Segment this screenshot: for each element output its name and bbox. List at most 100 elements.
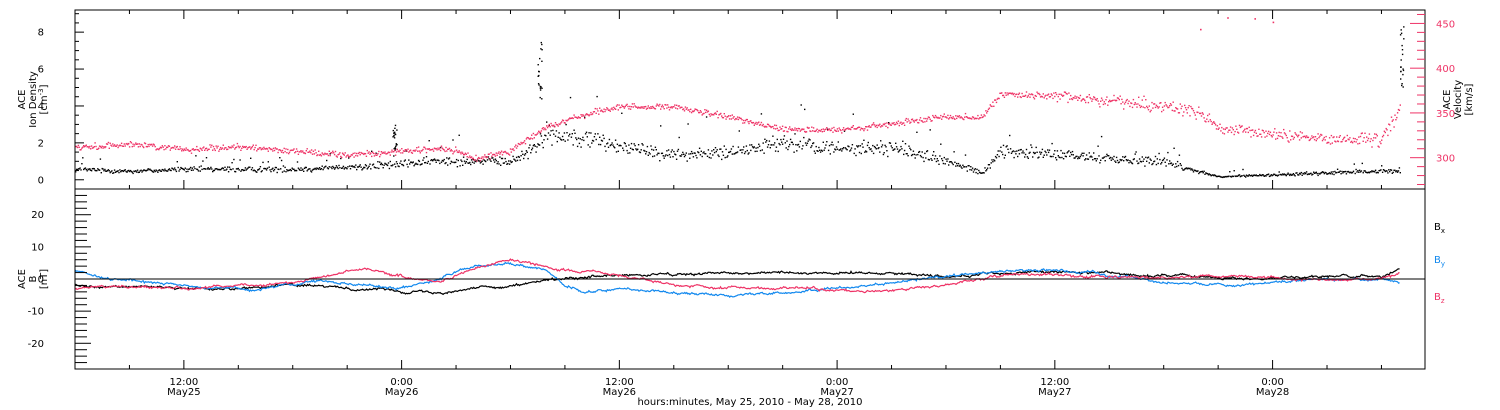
velocity-point (1011, 92, 1014, 94)
velocity-point (693, 110, 695, 112)
velocity-point (665, 104, 667, 106)
density-point (978, 169, 980, 172)
density-point (1091, 156, 1093, 158)
velocity-point (918, 122, 920, 124)
density-point (1107, 155, 1109, 157)
density-point (839, 149, 841, 151)
velocity-point (310, 152, 312, 154)
velocity-point (261, 147, 263, 150)
velocity-point (1375, 133, 1378, 136)
velocity-point (1275, 132, 1278, 134)
velocity-point (339, 152, 341, 154)
density-point (1100, 159, 1102, 161)
velocity-point (520, 141, 522, 144)
density-point (212, 169, 215, 172)
density-point (421, 163, 423, 165)
velocity-point (738, 116, 740, 119)
velocity-point (527, 137, 529, 139)
velocity-point (238, 146, 240, 149)
velocity-point (1069, 98, 1071, 100)
density-point (994, 155, 997, 158)
density-point (1246, 175, 1249, 177)
density-point (1338, 171, 1340, 173)
density-point (1395, 171, 1397, 173)
velocity-point (880, 126, 882, 128)
density-point (1287, 172, 1289, 174)
velocity-point (189, 149, 192, 152)
density-point (614, 139, 617, 141)
velocity-point (80, 149, 82, 151)
density-point (445, 162, 447, 164)
density-point (914, 157, 916, 159)
velocity-point (986, 110, 989, 112)
density-point (307, 168, 309, 171)
velocity-point (1341, 140, 1343, 143)
density-point (333, 168, 336, 170)
density-point (222, 167, 224, 170)
velocity-point (664, 104, 666, 106)
density-point (1092, 159, 1094, 161)
density-point (1312, 173, 1314, 175)
density-point (731, 153, 733, 155)
density-point (290, 169, 292, 172)
velocity-point (1049, 96, 1052, 98)
density-point (899, 149, 901, 151)
density-point (779, 144, 781, 146)
velocity-point (751, 122, 754, 124)
velocity-point (1255, 132, 1257, 134)
velocity-point (1220, 130, 1222, 132)
velocity-point (667, 104, 669, 106)
density-point (185, 171, 187, 173)
velocity-point (1378, 146, 1380, 148)
density-point (701, 155, 703, 158)
velocity-point (194, 149, 196, 151)
density-point (880, 140, 882, 142)
density-point (211, 168, 213, 170)
velocity-point (495, 152, 497, 154)
velocity-point (927, 116, 930, 118)
velocity-point (1328, 137, 1331, 139)
density-spike-point (1401, 44, 1403, 47)
density-point (447, 164, 449, 166)
density-point (971, 169, 973, 171)
velocity-point (980, 114, 983, 116)
velocity-point (526, 136, 528, 139)
velocity-point (678, 105, 680, 107)
density-point (1342, 172, 1344, 174)
density-spike-point (395, 143, 397, 145)
density-point (358, 165, 361, 167)
velocity-point (133, 145, 135, 147)
velocity-point (570, 117, 573, 119)
velocity-point (181, 150, 183, 152)
density-point (329, 153, 331, 155)
velocity-point (395, 151, 398, 153)
velocity-point (189, 150, 191, 152)
density-point (592, 140, 595, 142)
density-point (757, 146, 759, 149)
density-point (729, 150, 732, 153)
velocity-point (1339, 135, 1341, 137)
velocity-point (782, 130, 785, 132)
density-point (1294, 175, 1296, 177)
density-point (626, 149, 628, 152)
velocity-point (705, 109, 708, 111)
density-point (167, 169, 170, 171)
density-point (1021, 152, 1023, 154)
velocity-point (971, 116, 974, 118)
velocity-point (819, 129, 821, 132)
density-point (189, 166, 192, 169)
density-point (1111, 157, 1113, 159)
velocity-point (342, 153, 345, 155)
velocity-point (842, 129, 844, 131)
velocity-point (1157, 107, 1159, 109)
density-point (1197, 170, 1199, 172)
density-point (1215, 175, 1218, 178)
velocity-point (506, 152, 508, 155)
velocity-point (350, 154, 353, 156)
density-point (75, 171, 77, 173)
velocity-point (240, 149, 242, 151)
velocity-point (667, 106, 670, 108)
velocity-point (560, 122, 562, 124)
density-point (1182, 169, 1184, 171)
velocity-point (1213, 121, 1215, 123)
